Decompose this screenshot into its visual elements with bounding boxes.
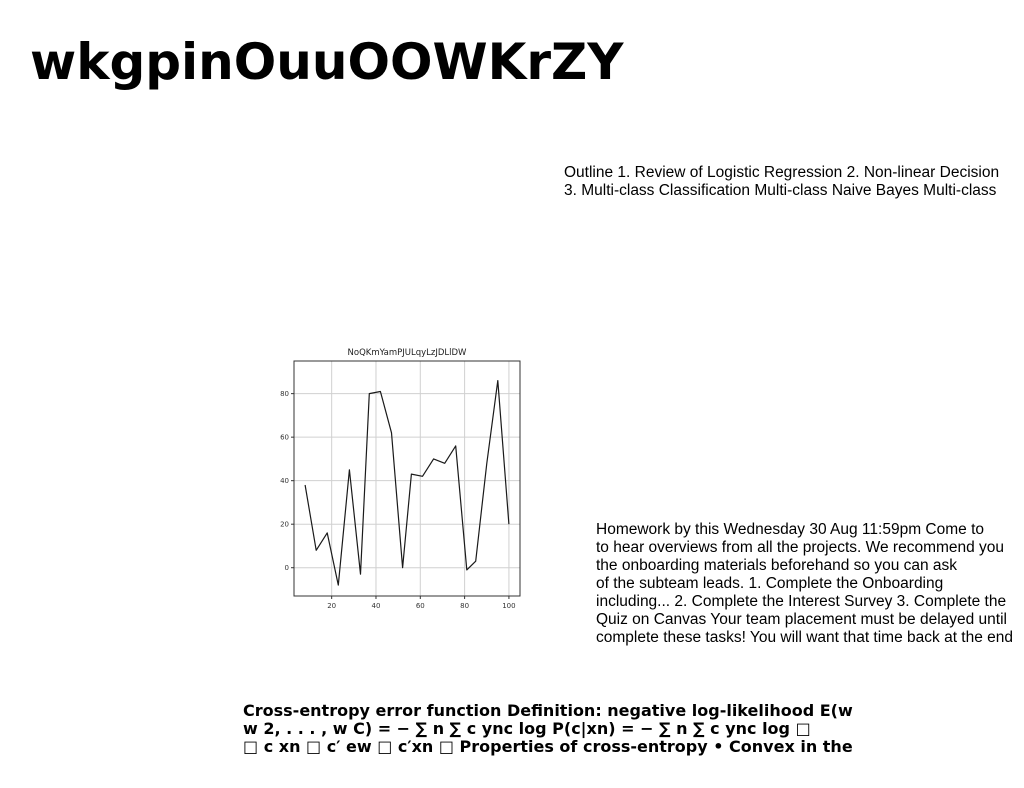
homework-line: the onboarding materials beforehand so y… <box>596 557 958 574</box>
chart-grid <box>294 361 520 596</box>
cross-entropy-line: Cross-entropy error function Definition:… <box>243 701 853 720</box>
y-tick-label: 60 <box>280 434 289 442</box>
chart-title: NoQKmYamPJULqyLzJDLlDW <box>348 348 468 358</box>
outline-line: 3. Multi-class Classification Multi-clas… <box>564 182 997 199</box>
outline-line: Outline 1. Review of Logistic Regression… <box>564 164 1000 181</box>
cross-entropy-line: □ c xn □ c′ ew □ c′xn □ Properties of cr… <box>243 737 853 756</box>
x-tick-label: 60 <box>416 602 425 610</box>
y-tick-label: 0 <box>285 564 289 572</box>
x-tick-label: 40 <box>372 602 381 610</box>
homework-text-block: Homework by this Wednesday 30 Aug 11:59p… <box>596 521 1013 647</box>
page-title: wkgpinOuuOOWKrZY <box>30 33 624 91</box>
x-tick-label: 80 <box>460 602 469 610</box>
data-series-line <box>304 380 510 586</box>
cross-entropy-text-block: Cross-entropy error function Definition:… <box>243 702 853 756</box>
x-tick-label: 20 <box>327 602 336 610</box>
homework-line: including... 2. Complete the Interest Su… <box>596 593 1007 610</box>
line-chart: 20 40 60 80 100 0 20 40 60 80 NoQKmYamPJULqyLzJDL… <box>280 348 521 610</box>
x-tick-label: 100 <box>502 602 515 610</box>
homework-line: Quiz on Canvas Your team placement must … <box>596 611 1007 628</box>
homework-line: of the subteam leads. 1. Complete the On… <box>596 575 944 592</box>
y-tick-label: 20 <box>280 521 289 529</box>
homework-line: Homework by this Wednesday 30 Aug 11:59p… <box>596 521 984 538</box>
cross-entropy-line: w 2, . . . , w C) = − ∑ n ∑ c ync log P(… <box>243 719 811 738</box>
plot-area-frame <box>293 360 521 597</box>
homework-line: complete these tasks! You will want that… <box>596 629 1014 646</box>
homework-line: to hear overviews from all the projects.… <box>596 539 1005 556</box>
outline-text-block: Outline 1. Review of Logistic Regression… <box>564 164 999 200</box>
chart-ticks: 20 40 60 80 100 0 20 40 60 80 <box>280 390 516 610</box>
y-tick-label: 40 <box>280 477 289 485</box>
y-tick-label: 80 <box>280 390 289 398</box>
line-chart-figure: 20 40 60 80 100 0 20 40 60 80 NoQKmYamPJULqyLzJDL… <box>260 340 530 620</box>
